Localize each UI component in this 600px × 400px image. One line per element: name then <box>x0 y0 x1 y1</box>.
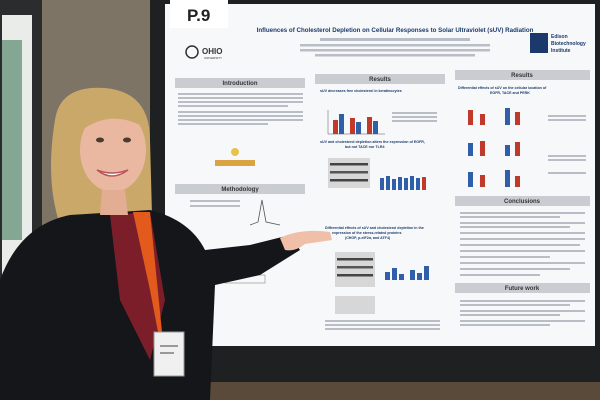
subhead: (CHOP, p-eIF2α, and ATF4) <box>345 236 391 240</box>
section-title: Results <box>511 73 533 79</box>
face <box>80 108 146 192</box>
ohio-logo-mark <box>185 45 199 59</box>
section-title: Introduction <box>223 81 258 87</box>
smile <box>96 169 129 177</box>
poster-title: Influences of Cholesterol Depletion on C… <box>257 27 534 34</box>
logo-right-1: Biotechnology <box>551 41 586 47</box>
edison-logo-mark <box>530 33 548 53</box>
section-header <box>455 283 590 293</box>
section-title: Results <box>369 77 391 83</box>
section-title: Future work <box>505 286 540 292</box>
subhead: EGFR, TACE and PERK <box>490 91 530 95</box>
number-card <box>170 0 228 28</box>
person <box>0 87 332 400</box>
eye <box>123 137 131 143</box>
intro-text <box>178 93 303 125</box>
section-title: Conclusions <box>504 199 541 205</box>
subhead: expression of the stress-related protein… <box>332 231 402 235</box>
logo-left: OHIO <box>202 47 222 56</box>
badge-text <box>160 345 178 347</box>
subhead: Differential effects of sUV on the cellu… <box>458 86 547 90</box>
bar-figure <box>327 110 437 135</box>
subhead: sUV decreases free cholesterol in kerati… <box>320 89 402 93</box>
logo-right-2: Institute <box>551 48 571 54</box>
badge-text <box>160 352 174 354</box>
future-text <box>460 300 585 326</box>
location-figure <box>468 108 586 187</box>
hand <box>280 230 332 251</box>
subhead: Differential effects of sUV and choleste… <box>325 226 424 230</box>
eye <box>96 137 104 143</box>
poster-number: P.9 <box>187 6 210 25</box>
blot-figure <box>328 158 426 190</box>
authors <box>300 38 490 57</box>
section-header <box>455 196 590 206</box>
subhead: sUV and cholesterol depletion alters the… <box>320 140 425 144</box>
logo-right-0: Edison <box>551 34 568 40</box>
logo-left-sub: UNIVERSITY <box>204 56 222 60</box>
conclusions-text <box>460 212 585 276</box>
subhead: but not TACE nor TLR4 <box>345 145 384 149</box>
section-header <box>175 78 305 88</box>
left-poster-band <box>2 40 22 240</box>
section-header <box>315 74 445 84</box>
section-header <box>455 70 590 80</box>
stress-figure <box>325 252 440 330</box>
bangs <box>82 99 140 130</box>
section-header <box>175 184 305 194</box>
neck <box>100 190 128 215</box>
lanyard <box>133 212 162 332</box>
section-title: Methodology <box>221 187 259 193</box>
intro-figure <box>215 148 255 166</box>
